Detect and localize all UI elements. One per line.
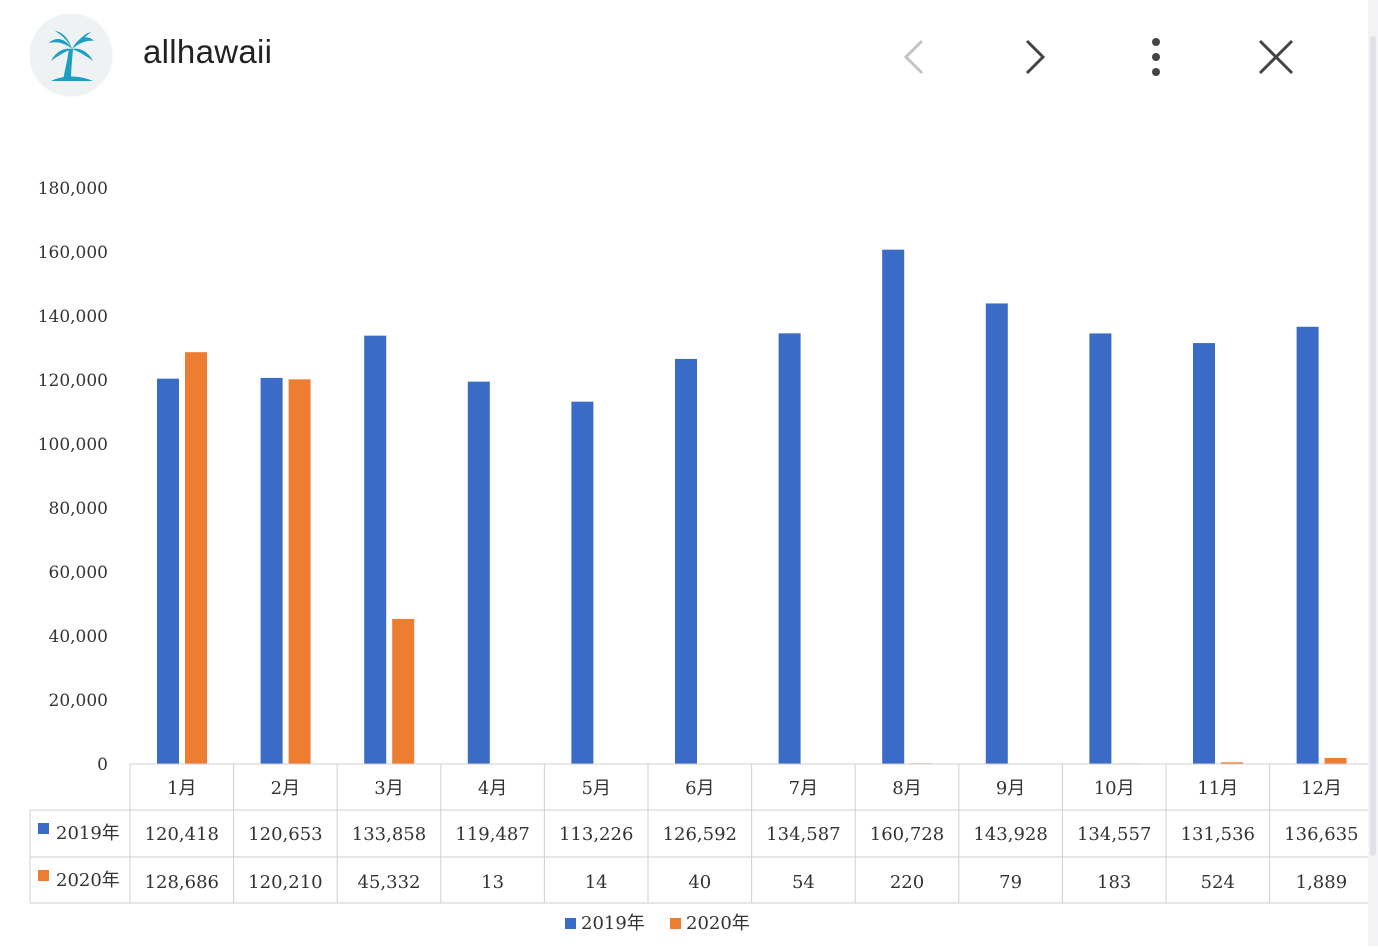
table-cell-2020: 524 — [1201, 872, 1235, 893]
table-cell-2019: 131,536 — [1181, 824, 1255, 845]
y-tick-label: 40,000 — [49, 627, 108, 647]
bar-2019 — [985, 303, 1008, 764]
table-cell-2019: 120,418 — [145, 824, 219, 845]
x-category-label: 9月 — [996, 778, 1025, 799]
table-cell-2019: 136,635 — [1284, 824, 1358, 845]
bar-2019 — [882, 249, 905, 764]
bar-2019 — [571, 401, 594, 764]
x-category-label: 1月 — [167, 778, 196, 799]
x-category-label: 10月 — [1094, 778, 1135, 799]
table-cell-2020: 128,686 — [145, 872, 219, 893]
x-category-label: 8月 — [892, 778, 921, 799]
legend-swatch-2019 — [38, 823, 49, 834]
legend-swatch-2020 — [670, 918, 681, 929]
table-cell-2020: 120,210 — [248, 872, 322, 893]
legend-label-2019: 2019年 — [581, 913, 645, 934]
table-cell-2020: 45,332 — [358, 872, 421, 893]
app-logo — [30, 14, 112, 96]
header: allhawaii — [0, 0, 1368, 115]
y-tick-label: 160,000 — [38, 243, 108, 263]
table-cell-2020: 220 — [890, 872, 924, 893]
table-cell-2019: 119,487 — [455, 824, 529, 845]
bar-2020 — [185, 352, 207, 764]
bar-2020 — [288, 379, 311, 764]
chart-container: 180,000 160,000 140,000 120,000 100,000 80,00… — [0, 150, 1374, 946]
bar-2019 — [1296, 326, 1319, 764]
palm-tree-icon — [49, 31, 94, 81]
visitor-bar-chart: 180,000 160,000 140,000 120,000 100,000 80,00… — [29, 179, 1374, 934]
y-tick-label: 180,000 — [38, 179, 108, 199]
next-button[interactable] — [1011, 33, 1059, 81]
table-cell-2020: 13 — [481, 872, 504, 893]
x-category-label: 11月 — [1197, 778, 1238, 799]
table-cell-2019: 134,587 — [766, 824, 840, 845]
scrollbar-thumb[interactable] — [1370, 36, 1376, 856]
bar-2019 — [778, 333, 801, 764]
x-category-label: 5月 — [581, 778, 610, 799]
x-category-label: 4月 — [478, 778, 507, 799]
x-category-label: 7月 — [789, 778, 818, 799]
y-tick-label: 60,000 — [49, 563, 108, 583]
bar-2020 — [392, 618, 415, 764]
x-category-label: 2月 — [271, 778, 300, 799]
table-cell-2020: 54 — [792, 872, 815, 893]
app-title: allhawaii — [143, 33, 273, 70]
chevron-right-icon — [1025, 39, 1046, 75]
table-cell-2019: 133,858 — [352, 824, 426, 845]
bar-2019 — [157, 378, 179, 764]
table-row-header-2020: 2020年 — [56, 870, 120, 891]
x-category-label: 3月 — [374, 778, 403, 799]
table-cell-2019: 120,653 — [248, 824, 322, 845]
legend-swatch-2020 — [38, 870, 49, 881]
table-cell-2020: 14 — [585, 872, 608, 893]
bar-2019 — [1089, 333, 1112, 764]
bar-2019 — [260, 377, 283, 764]
bar-2019 — [1193, 343, 1215, 764]
table-cell-2020: 40 — [688, 872, 711, 893]
y-tick-label: 20,000 — [49, 691, 108, 711]
y-tick-label: 100,000 — [38, 435, 108, 455]
table-cell-2020: 1,889 — [1296, 872, 1348, 893]
x-category-label: 6月 — [685, 778, 714, 799]
y-tick-label: 140,000 — [38, 307, 108, 327]
close-button[interactable] — [1252, 33, 1300, 81]
x-category-label: 12月 — [1301, 778, 1342, 799]
bar-2019 — [467, 381, 490, 764]
table-cell-2019: 134,557 — [1077, 824, 1151, 845]
chevron-left-icon — [903, 39, 924, 75]
scrollbar-track[interactable] — [1368, 0, 1378, 946]
bar-2020 — [1324, 757, 1347, 764]
table-cell-2020: 183 — [1097, 872, 1131, 893]
table-cell-2019: 126,592 — [663, 824, 737, 845]
more-vertical-icon — [1152, 38, 1160, 76]
table-row-header-2019: 2019年 — [56, 823, 120, 844]
table-cell-2019: 113,226 — [559, 824, 633, 845]
bar-2019 — [364, 335, 387, 764]
bar-2019 — [675, 358, 697, 764]
table-cell-2020: 79 — [999, 872, 1022, 893]
table-cell-2019: 160,728 — [870, 824, 944, 845]
bar-2020 — [1221, 762, 1243, 764]
previous-button[interactable] — [890, 33, 938, 81]
close-icon — [1258, 39, 1294, 75]
y-tick-label: 0 — [97, 755, 108, 775]
legend-swatch-2019 — [565, 918, 576, 929]
y-tick-label: 80,000 — [49, 499, 108, 519]
legend-label-2020: 2020年 — [686, 913, 750, 934]
table-cell-2019: 143,928 — [973, 824, 1047, 845]
more-options-button[interactable] — [1132, 33, 1180, 81]
y-tick-label: 120,000 — [38, 371, 108, 391]
